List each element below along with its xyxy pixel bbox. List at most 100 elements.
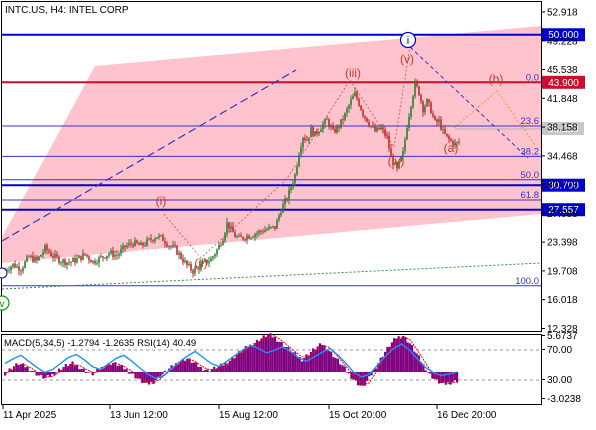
candle-body xyxy=(350,99,352,106)
macd-histogram-bar xyxy=(46,372,49,376)
candle-body xyxy=(262,231,264,233)
candle-body xyxy=(106,255,108,259)
macd-histogram-bar xyxy=(341,365,344,372)
candle-body xyxy=(128,243,130,246)
macd-histogram-bar xyxy=(339,364,342,372)
candle-body xyxy=(104,257,106,259)
candle-body xyxy=(78,255,80,259)
candle-body xyxy=(38,256,40,261)
macd-histogram-bar xyxy=(262,335,265,372)
macd-histogram-bar xyxy=(84,372,88,373)
macd-histogram-bar xyxy=(285,347,288,372)
price-tick-label: 23.398 xyxy=(547,238,578,249)
macd-histogram-bar xyxy=(370,372,373,376)
macd-histogram-bar xyxy=(406,342,409,372)
macd-histogram-bar xyxy=(240,352,243,372)
candle-body xyxy=(170,246,172,248)
macd-histogram-bar xyxy=(321,344,324,372)
macd-histogram-bar xyxy=(354,372,358,381)
macd-histogram-bar xyxy=(111,362,115,372)
macd-histogram-bar xyxy=(226,364,229,372)
candle-body xyxy=(316,131,318,134)
wave-label-iv: (iv) xyxy=(388,154,405,168)
macd-histogram-bar xyxy=(192,362,196,372)
macd-histogram-bar xyxy=(37,372,40,376)
wave-label-i: (i) xyxy=(156,194,167,208)
indicator-header: MACD(5,34,5) -1.2794 -1.2635 RSI(14) 40.… xyxy=(4,338,196,349)
price-tick-label: 52.918 xyxy=(547,7,578,18)
candle-body xyxy=(238,235,240,237)
macd-histogram-bar xyxy=(258,341,261,372)
indicator-tick-label: 70.00 xyxy=(547,345,572,356)
candle-body xyxy=(236,236,238,238)
price-tick-label: 27.088 xyxy=(547,209,578,220)
macd-histogram-bar xyxy=(260,338,263,372)
macd-histogram-bar xyxy=(6,371,9,373)
candle-body xyxy=(326,119,328,121)
candle-body xyxy=(420,95,422,102)
macd-histogram-bar xyxy=(384,351,387,372)
macd-histogram-bar xyxy=(55,371,58,373)
macd-histogram-bar xyxy=(420,362,423,372)
fibonacci-levels: 0.0 23.6 38.2 50.0 61.8 100.0 xyxy=(2,72,541,287)
candle-body xyxy=(232,226,234,233)
indicator-panel: 5.6737 70.00 30.00 -3.0238 xyxy=(2,331,581,405)
candle-body xyxy=(386,135,388,137)
candle-body xyxy=(46,245,48,251)
candle-body xyxy=(274,226,276,229)
macd-histogram-bar xyxy=(73,365,76,372)
candle-body xyxy=(92,260,94,263)
macd-histogram-bar xyxy=(195,362,198,372)
price-tick-label: 34.468 xyxy=(547,151,578,162)
time-tick-label: 15 Oct 20:00 xyxy=(329,410,387,421)
candle-body xyxy=(360,105,362,111)
price-tick-label: 12.328 xyxy=(547,324,578,335)
macd-histogram-bar xyxy=(161,372,164,375)
candle-body xyxy=(162,235,164,241)
macd-histogram-bar xyxy=(177,364,180,372)
macd-histogram-bar xyxy=(413,351,416,372)
macd-histogram-bar xyxy=(390,342,393,372)
candle-body xyxy=(154,238,156,242)
candle-body xyxy=(364,115,366,118)
macd-histogram-bar xyxy=(102,368,106,372)
macd-histogram-bar xyxy=(87,372,90,373)
candle-body xyxy=(118,253,120,256)
macd-histogram-bar xyxy=(39,372,43,375)
candle-body xyxy=(320,129,322,133)
macd-histogram-bar xyxy=(449,372,452,385)
candle-body xyxy=(234,232,236,238)
candle-body xyxy=(300,147,302,155)
macd-histogram-bar xyxy=(278,341,281,372)
fib-level-label: 100.0 xyxy=(515,276,539,287)
fib-level-label: 23.6 xyxy=(521,116,540,127)
candle-body xyxy=(186,260,188,265)
candle-body xyxy=(192,270,194,274)
macd-histogram-bar xyxy=(397,336,400,372)
candle-body xyxy=(396,162,398,169)
macd-histogram-bar xyxy=(312,348,315,372)
candle-body xyxy=(224,233,226,241)
macd-histogram-bar xyxy=(372,369,375,372)
candle-body xyxy=(314,131,316,136)
current-price-tag: 36.120 xyxy=(455,122,584,135)
macd-histogram-bar xyxy=(375,368,378,372)
candle-body xyxy=(304,137,306,140)
candle-body xyxy=(278,215,280,220)
macd-histogram-bar xyxy=(348,372,351,374)
candle-body xyxy=(44,245,46,253)
macd-histogram-bar xyxy=(366,372,369,381)
candle-body xyxy=(400,156,402,162)
candle-body xyxy=(168,246,170,248)
macd-histogram-bar xyxy=(21,363,25,372)
candle-body xyxy=(122,245,124,250)
candle-body xyxy=(178,252,180,255)
candle-body xyxy=(164,240,166,244)
macd-histogram-bar xyxy=(381,356,384,372)
macd-histogram-bar xyxy=(17,364,20,372)
macd-histogram-bar xyxy=(26,366,29,372)
candle-body xyxy=(388,135,390,149)
macd-histogram-bar xyxy=(186,358,189,372)
macd-histogram-bar xyxy=(316,346,319,372)
